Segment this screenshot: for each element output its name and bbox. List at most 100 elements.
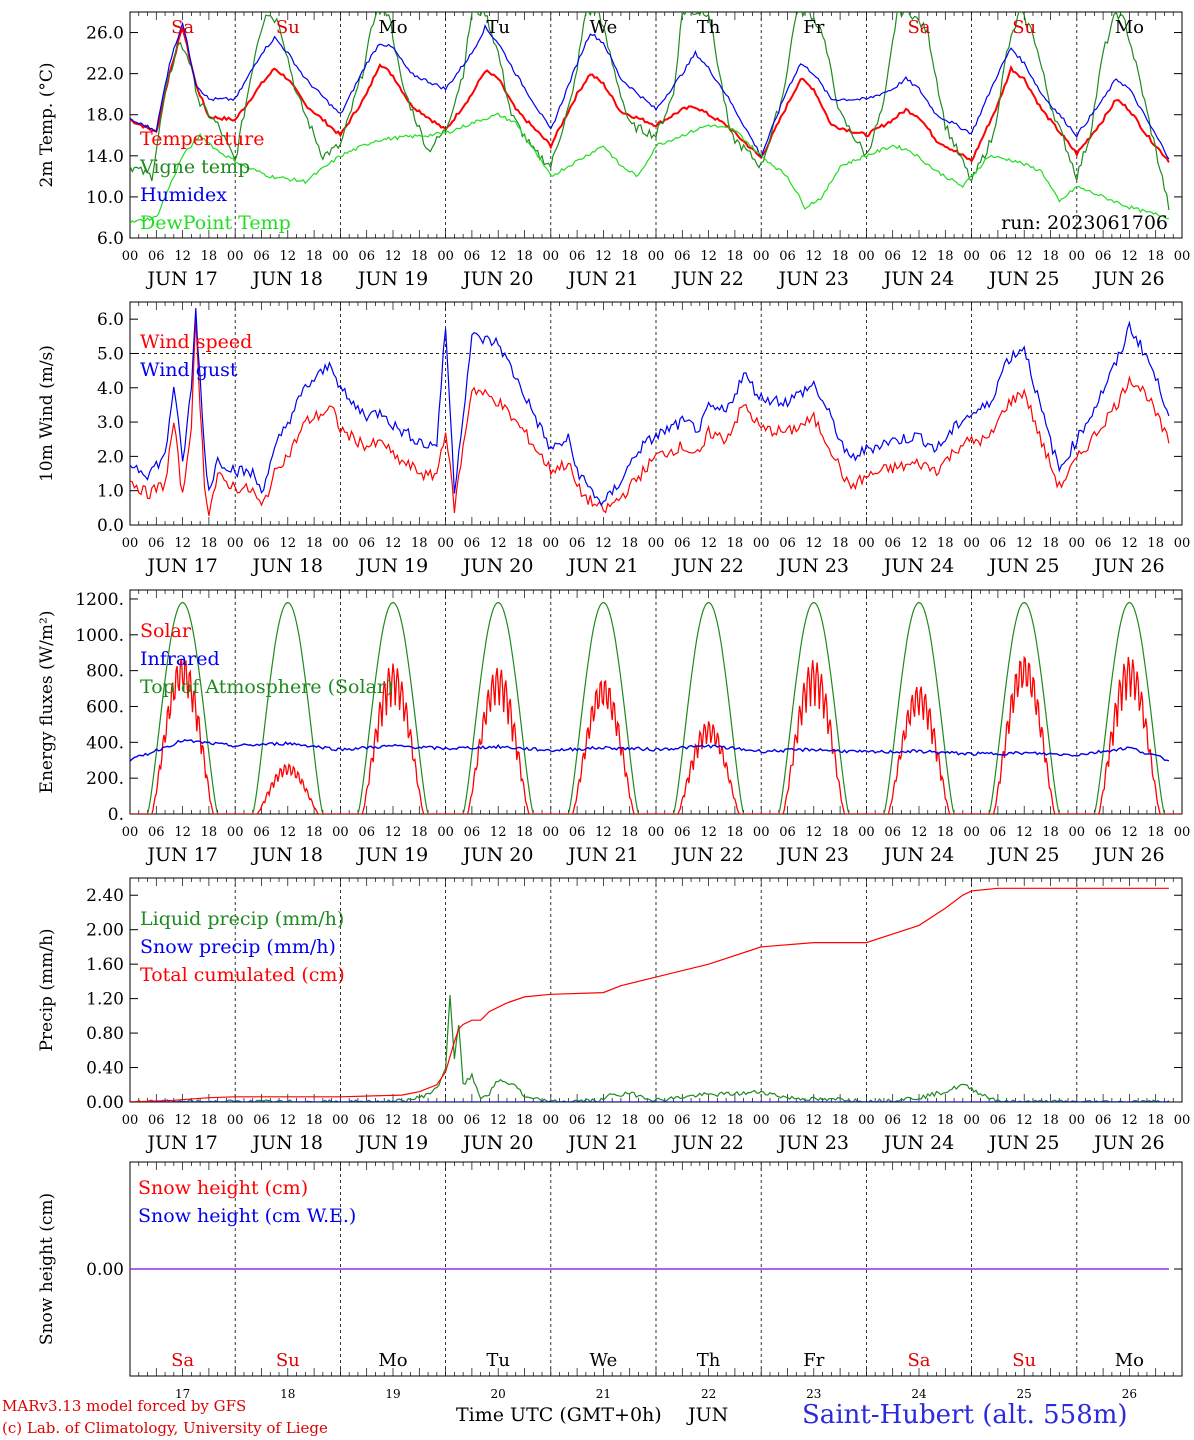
hour-tick-label: 06	[569, 825, 586, 840]
hour-tick-label: 06	[990, 536, 1007, 551]
date-label: JUN 18	[251, 555, 323, 577]
legend-entry: Total cumulated (cm)	[140, 964, 345, 986]
hour-tick-label: 18	[1042, 1113, 1059, 1128]
hour-tick-label: 12	[806, 825, 823, 840]
hour-tick-label: 18	[727, 249, 744, 264]
series-group	[130, 12, 1170, 225]
legend-entry: Humidex	[140, 184, 227, 206]
y-tick-label: 0.0	[97, 516, 124, 536]
hour-tick-label: 00	[858, 825, 875, 840]
hour-tick-label: 18	[1147, 825, 1164, 840]
hour-tick-label: 12	[1121, 536, 1138, 551]
hour-tick-label: 18	[201, 825, 218, 840]
hour-tick-label: 06	[674, 825, 691, 840]
hour-tick-label: 12	[806, 536, 823, 551]
hour-tick-label: 00	[1174, 249, 1191, 264]
weekday-label-bottom: Su	[276, 1350, 300, 1371]
hour-tick-label: 06	[674, 249, 691, 264]
y-tick-label: 0.	[108, 805, 124, 825]
hour-tick-label: 00	[332, 825, 349, 840]
y-tick-label: 6.0	[97, 229, 124, 249]
date-label: JUN 23	[777, 1132, 849, 1154]
series-line-dewpoint-temp	[130, 112, 1169, 225]
hour-tick-label: 12	[911, 249, 928, 264]
hour-tick-label: 18	[306, 536, 323, 551]
hour-tick-label: 06	[884, 1113, 901, 1128]
hour-tick-label: 06	[253, 825, 270, 840]
y-axis-label: 10m Wind (m/s)	[37, 345, 57, 482]
y-tick-label: 2.00	[86, 921, 124, 941]
y-tick-label: 1.0	[97, 482, 124, 502]
legend-entry: Top of Atmosphere (Solar)	[140, 676, 393, 698]
day-number-label: 21	[596, 1387, 611, 1401]
hour-tick-label: 18	[411, 249, 428, 264]
panel-4: 0.00 0.40 0.80 1.20 1.60 2.00 2.40 Precip (mm/h…	[37, 877, 1190, 1154]
hour-tick-label: 00	[963, 1113, 980, 1128]
y-tick-label: 1.60	[86, 955, 124, 975]
hour-tick-label: 12	[280, 825, 297, 840]
hour-tick-label: 12	[595, 1113, 612, 1128]
hour-tick-label: 06	[779, 1113, 796, 1128]
hour-tick-label: 12	[385, 825, 402, 840]
hour-tick-label: 12	[700, 1113, 717, 1128]
x-axis-title: Time UTC (GMT+0h)	[456, 1404, 662, 1426]
hour-tick-label: 18	[201, 1113, 218, 1128]
y-tick-label: 14.0	[86, 147, 124, 167]
hour-tick-label: 00	[122, 249, 139, 264]
hour-tick-label: 06	[148, 249, 165, 264]
hour-tick-label: 12	[806, 249, 823, 264]
hour-tick-label: 12	[385, 1113, 402, 1128]
hour-tick-label: 12	[490, 536, 507, 551]
date-label: JUN 17	[145, 268, 217, 290]
hour-tick-label: 00	[1069, 825, 1086, 840]
hour-tick-label: 00	[227, 249, 244, 264]
hour-tick-label: 00	[753, 825, 770, 840]
y-tick-label: 6.0	[97, 310, 124, 330]
hour-tick-label: 12	[595, 536, 612, 551]
weekday-label-top: Th	[697, 17, 721, 38]
hour-tick-label: 06	[990, 1113, 1007, 1128]
hour-tick-label: 06	[148, 825, 165, 840]
hour-tick-label: 18	[201, 249, 218, 264]
hour-tick-label: 06	[464, 825, 481, 840]
y-tick-label: 18.0	[86, 106, 124, 126]
y-tick-label: 26.0	[86, 24, 124, 44]
series-line-infrared	[130, 738, 1170, 762]
hour-tick-label: 06	[569, 249, 586, 264]
day-number-label: 18	[280, 1387, 295, 1401]
weekday-label-top: Tu	[486, 17, 510, 38]
day-number-label: 24	[911, 1387, 927, 1401]
date-label: JUN 21	[566, 844, 638, 866]
hour-tick-label: 00	[1174, 825, 1191, 840]
y-axis-label: 2m Temp. (°C)	[37, 62, 57, 187]
date-label: JUN 21	[566, 555, 638, 577]
hour-tick-label: 18	[621, 536, 638, 551]
hour-tick-label: 06	[674, 1113, 691, 1128]
y-tick-label: 200.	[86, 769, 124, 789]
panel-5: 0.00 Snow height (cm) Snow height (cm) Snow…	[37, 1161, 1183, 1377]
weekday-label-top: Mo	[378, 17, 407, 38]
hour-tick-label: 12	[490, 825, 507, 840]
hour-tick-label: 00	[437, 825, 454, 840]
day-number-label: 20	[491, 1387, 506, 1401]
hour-tick-label: 00	[648, 536, 665, 551]
hour-tick-label: 12	[911, 825, 928, 840]
y-tick-label: 1200.	[75, 590, 124, 610]
hour-tick-label: 18	[1147, 536, 1164, 551]
hour-tick-label: 12	[595, 249, 612, 264]
series-line-total-cumulated-cm-	[130, 887, 1169, 1102]
hour-tick-label: 18	[937, 825, 954, 840]
date-label: JUN 24	[882, 1132, 954, 1154]
series-group	[130, 601, 1182, 814]
hour-tick-label: 00	[227, 536, 244, 551]
hour-tick-label: 12	[174, 825, 191, 840]
hour-tick-label: 06	[464, 1113, 481, 1128]
hour-tick-label: 00	[543, 825, 560, 840]
hour-tick-label: 18	[516, 249, 533, 264]
hour-tick-label: 12	[911, 1113, 928, 1128]
hour-tick-label: 18	[727, 1113, 744, 1128]
hour-tick-label: 12	[1016, 249, 1033, 264]
hour-tick-label: 12	[385, 536, 402, 551]
hour-tick-label: 00	[963, 825, 980, 840]
date-label: JUN 20	[461, 1132, 533, 1154]
